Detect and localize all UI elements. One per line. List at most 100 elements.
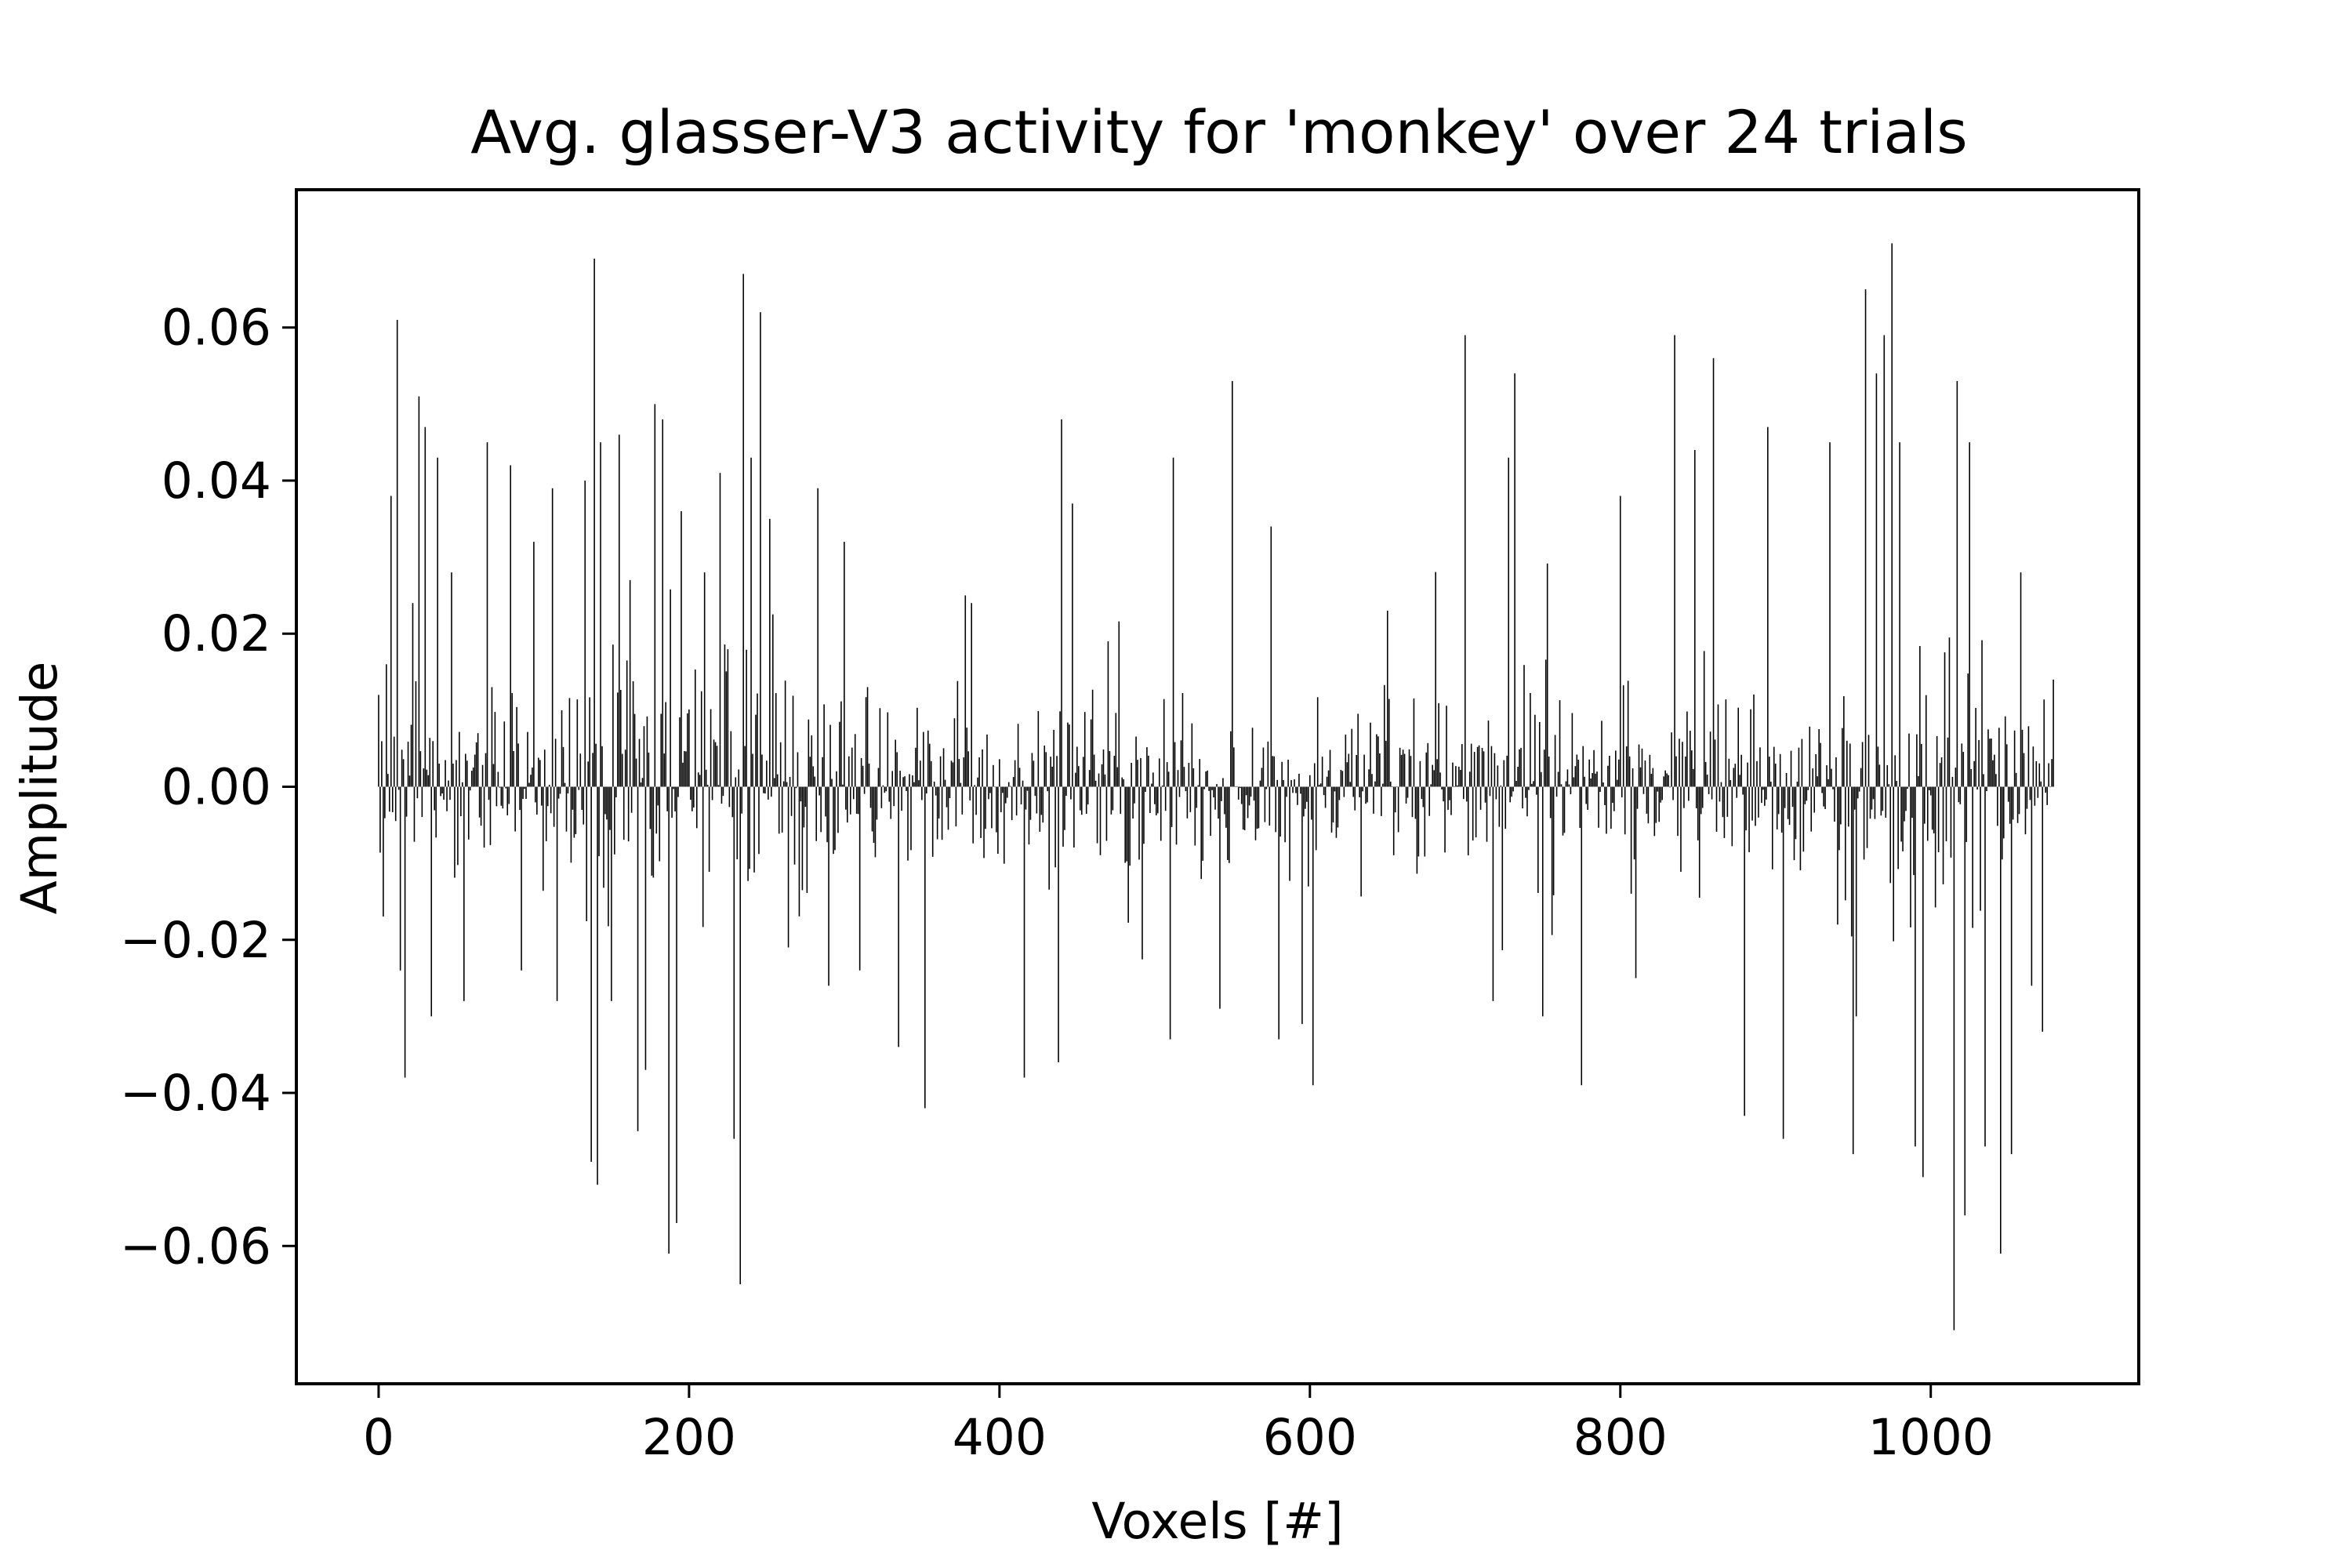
bar: [387, 774, 389, 787]
bar: [1619, 495, 1621, 787]
bar: [1880, 786, 1882, 816]
bar: [1950, 786, 1952, 858]
bar: [1834, 786, 1835, 822]
bar: [1279, 786, 1281, 837]
bar: [1101, 764, 1103, 787]
bar: [1989, 739, 1991, 787]
bar: [1546, 563, 1548, 787]
bar: [1641, 748, 1643, 787]
bar: [820, 786, 822, 833]
bar: [1981, 640, 1983, 787]
bar: [1240, 786, 1243, 804]
bar: [1832, 786, 1834, 789]
bar: [1473, 752, 1475, 787]
bar: [1156, 786, 1159, 814]
bar: [1134, 786, 1135, 804]
bar: [1541, 786, 1544, 1017]
bar: [1846, 740, 1848, 787]
bar: [651, 786, 653, 876]
bar: [2024, 786, 2027, 835]
bar: [1753, 694, 1755, 787]
bar: [1617, 759, 1620, 787]
bar: [1258, 786, 1260, 829]
bar: [971, 603, 972, 787]
bar: [427, 775, 430, 787]
bar: [2043, 699, 2045, 787]
bar: [915, 747, 916, 787]
bar: [724, 644, 726, 787]
bar: [808, 719, 810, 787]
bar: [1169, 786, 1171, 1040]
bar: [907, 786, 909, 861]
bar: [609, 786, 611, 830]
bar: [412, 603, 414, 787]
bar: [1371, 774, 1373, 787]
bar: [1908, 733, 1910, 787]
bar: [1007, 782, 1010, 787]
bar: [1874, 786, 1876, 819]
bar: [1357, 713, 1359, 787]
bar: [384, 786, 386, 818]
bar: [448, 780, 449, 787]
bar: [1020, 786, 1022, 804]
bar: [1905, 786, 1907, 811]
bar: [1764, 786, 1766, 806]
bar: [1161, 785, 1163, 787]
bar: [912, 775, 913, 787]
bar: [1261, 768, 1263, 787]
bar: [1104, 774, 1106, 787]
bar: [1292, 786, 1294, 793]
bar: [1069, 724, 1070, 787]
bar: [1506, 755, 1508, 787]
bar: [778, 786, 780, 834]
bar: [1121, 777, 1123, 787]
bar: [1685, 756, 1686, 787]
bar: [1646, 786, 1648, 814]
bar: [652, 786, 655, 878]
bar: [755, 714, 757, 787]
bar: [697, 772, 699, 787]
bar: [904, 776, 906, 787]
bar: [1177, 770, 1179, 787]
bar: [1630, 786, 1632, 894]
bar: [533, 542, 535, 787]
bar: [388, 786, 390, 812]
bar: [1925, 695, 1927, 787]
bar: [1849, 743, 1851, 787]
bar: [938, 786, 940, 818]
bar: [705, 769, 707, 787]
bar: [545, 786, 547, 841]
bar: [1831, 768, 1832, 787]
bar: [994, 786, 996, 788]
bar: [510, 465, 511, 787]
bar: [1497, 765, 1499, 787]
bar: [1458, 766, 1460, 787]
bar: [640, 782, 642, 787]
bar: [946, 786, 948, 808]
bar: [1581, 786, 1583, 1086]
bar: [863, 786, 866, 794]
bar: [887, 712, 889, 787]
bar: [677, 786, 679, 797]
bar: [1018, 768, 1021, 787]
bar: [421, 786, 423, 818]
bar: [1113, 755, 1116, 787]
bar: [1875, 373, 1878, 787]
bar: [1762, 786, 1764, 790]
bar: [1674, 335, 1675, 787]
bar: [1158, 758, 1160, 787]
bar: [1076, 746, 1078, 787]
bar: [2016, 786, 2019, 823]
bar: [1329, 750, 1331, 787]
bar: [2032, 746, 2034, 787]
bar: [1023, 786, 1025, 1078]
bar: [966, 728, 968, 787]
bar: [865, 697, 867, 787]
bar: [1015, 786, 1018, 816]
bar: [1392, 786, 1395, 855]
bar: [456, 760, 457, 787]
bar: [1774, 764, 1777, 787]
bar: [847, 786, 848, 823]
bar: [1514, 373, 1515, 787]
bar: [801, 786, 804, 891]
